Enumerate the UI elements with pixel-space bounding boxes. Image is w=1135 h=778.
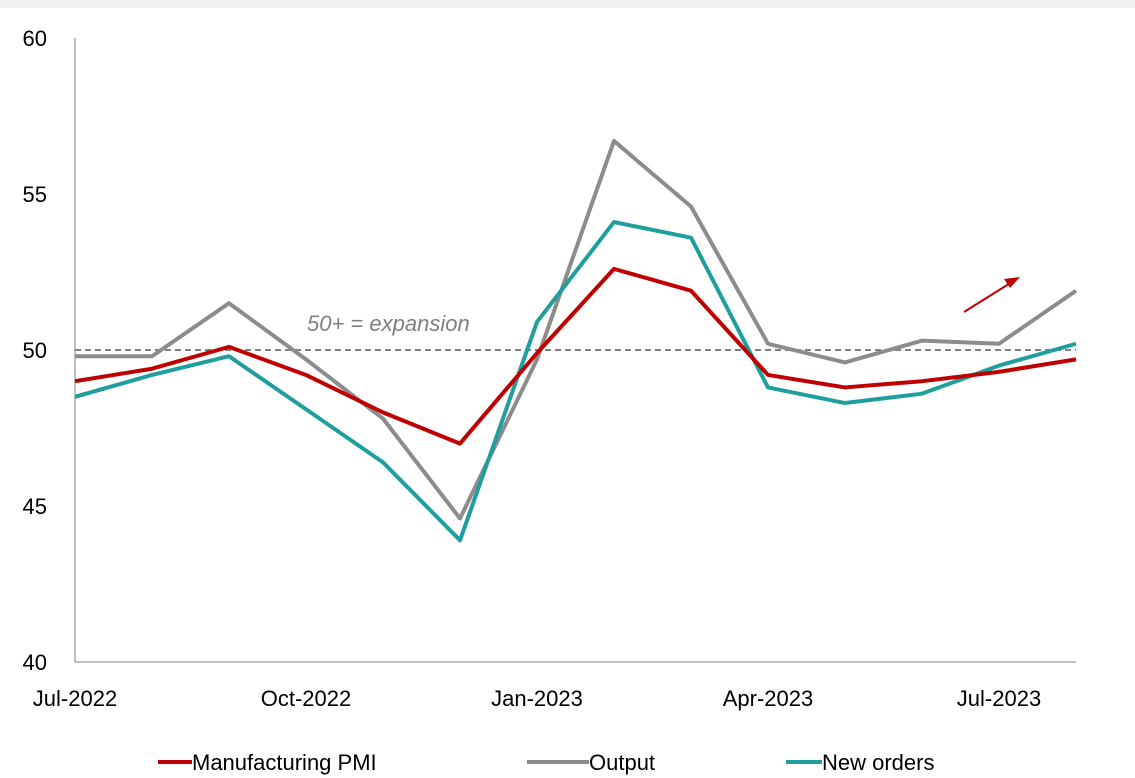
series-line-new-orders bbox=[74, 220, 1077, 543]
legend-label: Output bbox=[589, 750, 655, 775]
legend-label: Manufacturing PMI bbox=[192, 750, 377, 775]
y-tick-label: 45 bbox=[23, 494, 47, 519]
plot-area: 40 45 50 55 60 Jul-2022 Oct-2022 Jan-2023 Apr-20… bbox=[23, 26, 1078, 711]
expansion-annotation: 50+ = expansion bbox=[307, 311, 470, 336]
y-tick-label: 50 bbox=[23, 338, 47, 363]
y-tick-label: 40 bbox=[23, 650, 47, 675]
legend: Manufacturing PMI Output New orders bbox=[158, 750, 934, 775]
top-strip bbox=[0, 0, 1135, 8]
y-tick-label: 60 bbox=[23, 26, 47, 51]
trend-arrow-shaft bbox=[963, 281, 1013, 313]
trend-arrow-head bbox=[1004, 277, 1020, 288]
x-tick-label: Jul-2022 bbox=[33, 686, 117, 711]
legend-label: New orders bbox=[822, 750, 934, 775]
series-line-manufacturing-pmi bbox=[74, 266, 1077, 446]
x-tick-label: Jul-2023 bbox=[957, 686, 1041, 711]
x-tick-label: Apr-2023 bbox=[723, 686, 814, 711]
y-tick-label: 55 bbox=[23, 182, 47, 207]
x-tick-label: Jan-2023 bbox=[491, 686, 583, 711]
x-tick-label: Oct-2022 bbox=[261, 686, 352, 711]
series-line-output bbox=[75, 138, 1078, 521]
